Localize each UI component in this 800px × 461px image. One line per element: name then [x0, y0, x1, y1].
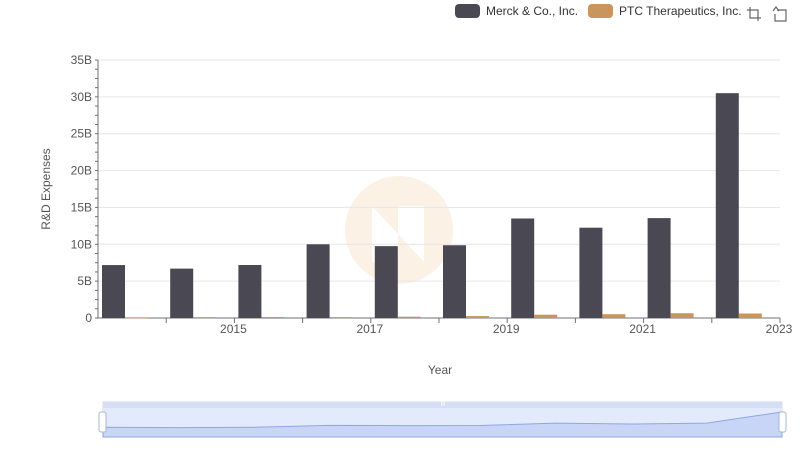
y-tick-label: 35B: [71, 53, 92, 67]
bars: [102, 93, 762, 319]
legend-label-merck: Merck & Co., Inc.: [486, 4, 579, 18]
bar-ptc-2019[interactable]: [466, 316, 489, 318]
x-tick-label: 2023: [766, 322, 793, 336]
bar-ptc-2022[interactable]: [670, 313, 694, 318]
bar-ptc-2015[interactable]: [193, 317, 217, 319]
bar-merck-2017[interactable]: [306, 244, 330, 318]
y-axis-label: R&D Expenses: [39, 148, 53, 229]
x-tick-label: 2015: [220, 322, 247, 336]
y-tick-label: 10B: [71, 237, 92, 251]
bar-merck-2016[interactable]: [238, 264, 262, 318]
x-axis: 2015 2017 2019 2021 2023: [98, 317, 793, 336]
bar-ptc-2023[interactable]: [738, 313, 762, 318]
y-axis: 0 5B 10B 15B 20B 25B 30B 35B: [71, 53, 99, 325]
data-zoom-right-handle[interactable]: [778, 411, 787, 433]
x-axis-label: Year: [428, 363, 452, 377]
x-tick-label: 2019: [493, 322, 520, 336]
y-tick-label: 20B: [71, 164, 92, 178]
data-zoom-slider[interactable]: III: [98, 401, 787, 438]
legend-item-merck[interactable]: Merck & Co., Inc.: [455, 4, 578, 18]
bar-ptc-2016[interactable]: [261, 316, 285, 318]
bar-merck-2021[interactable]: [579, 227, 603, 318]
legend-swatch-merck: [455, 4, 480, 18]
bar-ptc-2014[interactable]: [125, 317, 148, 319]
toolbox: [746, 6, 788, 22]
y-tick-label: 0: [85, 311, 92, 325]
bar-ptc-2018[interactable]: [397, 316, 421, 318]
bar-merck-2019[interactable]: [443, 245, 466, 318]
y-tick-label: 30B: [71, 90, 92, 104]
y-tick-label: 25B: [71, 127, 92, 141]
bar-ptc-2021[interactable]: [602, 314, 626, 318]
zoom-reset-icon[interactable]: [772, 6, 788, 22]
legend-label-ptc: PTC Therapeutics, Inc.: [619, 4, 742, 18]
data-zoom-left-handle[interactable]: [98, 411, 107, 433]
bar-merck-2014[interactable]: [102, 265, 125, 318]
bar-merck-2022[interactable]: [647, 218, 671, 318]
legend-item-ptc[interactable]: PTC Therapeutics, Inc.: [588, 4, 742, 18]
bar-merck-2023[interactable]: [715, 93, 739, 319]
bar-merck-2020[interactable]: [511, 218, 535, 318]
legend-swatch-ptc: [588, 4, 614, 18]
zoom-icon[interactable]: [746, 6, 762, 22]
x-tick-label: 2017: [356, 322, 383, 336]
watermark-logo: [345, 176, 453, 284]
bar-ptc-2017[interactable]: [329, 317, 353, 319]
x-tick-label: 2021: [629, 322, 656, 336]
y-tick-label: 15B: [71, 200, 92, 214]
bar-ptc-2020[interactable]: [534, 314, 558, 318]
legend: Merck & Co., Inc. PTC Therapeutics, Inc.: [455, 4, 752, 18]
data-zoom-move-handle[interactable]: III: [440, 402, 445, 408]
bar-merck-2018[interactable]: [374, 246, 398, 318]
y-tick-label: 5B: [77, 274, 92, 288]
bar-merck-2015[interactable]: [170, 268, 194, 318]
